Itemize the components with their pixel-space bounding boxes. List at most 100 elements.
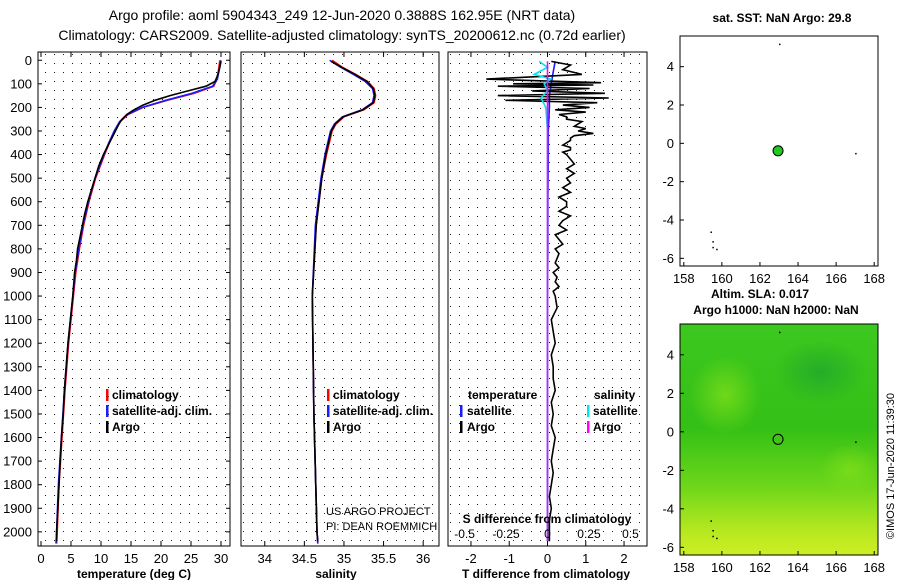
lon-tick-label: 160 (711, 271, 733, 286)
lon-tick-label: 166 (825, 271, 847, 286)
depth-tick-label: 600 (10, 194, 32, 209)
legend-salinity-title: salinity (594, 388, 636, 402)
sla-map-dots (710, 331, 857, 540)
difference-series (486, 60, 609, 542)
sla-float-marker (772, 433, 784, 445)
lon-tick-label: 166 (825, 560, 847, 575)
lat-tick-label: -6 (662, 540, 674, 555)
legend-s-satellite-swatch (587, 405, 590, 417)
depth-tick-label: 0 (25, 53, 32, 68)
lat-tick-label: -2 (662, 463, 674, 478)
lon-tick-label: 168 (863, 271, 885, 286)
lat-tick-label: -4 (662, 501, 674, 516)
credit-pi: PI: DEAN ROEMMICH (326, 521, 437, 533)
coast-dot (779, 43, 781, 46)
depth-axis: 0 100 200 300 400 500 600 700 800 900 1000 1100 1200… (3, 53, 32, 540)
series-t-argo (486, 60, 609, 542)
x-tick-label: -2 (465, 551, 477, 566)
x-tick-label: -1 (503, 551, 515, 566)
lon-tick-label: 158 (673, 271, 695, 286)
coast-dot (712, 241, 714, 243)
x-tick-label: 34 (258, 551, 272, 566)
lat-tick-label: -2 (662, 174, 674, 189)
lon-tick-label: 160 (711, 560, 733, 575)
salinity-xticks: 34 34.5 35 35.5 36 (258, 52, 430, 566)
coast-dot (710, 231, 712, 233)
depth-tick-label: 900 (10, 265, 32, 280)
depth-tick-label: 1000 (3, 289, 32, 304)
legend-climatology-swatch (327, 389, 330, 401)
coast-dot (716, 537, 718, 540)
difference-panel: -2 -1 0 1 2 -0.5 -0.25 0 0.25 0.5 S difference f… (447, 51, 648, 580)
sst-map-panel: sat. SST: NaN Argo: 29.8 158 160 162 164 166… (662, 11, 885, 286)
lat-tick-label: 0 (667, 136, 674, 151)
depth-tick-label: 1600 (3, 430, 32, 445)
legend-t-argo-swatch (460, 421, 463, 433)
sla-high-patch (689, 355, 761, 435)
depth-tick-label: 300 (10, 123, 32, 138)
depth-tick-label: 800 (10, 241, 32, 256)
coast-dot (710, 520, 712, 522)
lon-tick-label: 168 (863, 560, 885, 575)
sla-high-patch (820, 444, 880, 496)
lat-tick-label: 2 (667, 98, 674, 113)
lon-tick-label: 162 (749, 271, 771, 286)
depth-tick-label: 1100 (4, 312, 32, 327)
salinity-legend: climatology satellite-adj. clim. Argo (327, 388, 433, 434)
depth-tick-label: 1800 (3, 477, 32, 492)
sla-map-ticks: 158 160 162 164 166 168 4 2 0 -2 -4 -6 (662, 347, 885, 575)
sst-map-dots (710, 43, 857, 251)
x-tick-label: 34.5 (292, 551, 317, 566)
x-tick-label: 35.5 (371, 551, 396, 566)
coast-dot (855, 152, 857, 155)
legend-satellite-label: satellite-adj. clim. (333, 404, 433, 418)
temperature-xticks: 0 5 10 15 20 25 30 (37, 52, 230, 566)
depth-tick-label: 400 (10, 147, 32, 162)
legend-argo-swatch (106, 421, 109, 433)
depth-tick-label: 500 (10, 171, 32, 186)
x-tick-label: 5 (67, 551, 74, 566)
sst-map-title: sat. SST: NaN Argo: 29.8 (713, 11, 852, 25)
salinity-series (311, 59, 377, 544)
s-diff-tick-label: -0.25 (492, 527, 520, 541)
depth-tick-label: 1700 (3, 454, 32, 469)
legend-s-argo-label: Argo (593, 420, 621, 434)
legend-t-satellite-label: satellite (467, 404, 512, 418)
temperature-xlabel: temperature (deg C) (77, 567, 191, 580)
sla-map-panel: Altim. SLA: 0.017 Argo h1000: NaN h2000:… (662, 287, 885, 575)
difference-legend: temperature salinity satellite Argo sate… (460, 388, 638, 434)
sla-map-frame (679, 323, 879, 556)
sla-low-patch (774, 340, 866, 404)
legend-climatology-swatch (106, 389, 109, 401)
x-tick-label: 35 (337, 551, 351, 566)
coast-dot (716, 248, 718, 251)
series-argo (55, 61, 222, 542)
coast-dot (779, 331, 781, 334)
legend-satellite-swatch (106, 405, 109, 417)
depth-tick-label: 100 (10, 76, 32, 91)
legend-satellite-label: satellite-adj. clim. (112, 404, 212, 418)
depth-tick-label: 200 (10, 100, 32, 115)
legend-temperature-title: temperature (468, 388, 538, 402)
legend-s-satellite-label: satellite (593, 404, 638, 418)
credit-project: US ARGO PROJECT (326, 506, 431, 518)
coast-dot (855, 441, 857, 443)
x-tick-label: 2 (620, 551, 627, 566)
legend-t-argo-label: Argo (467, 420, 495, 434)
lat-tick-label: 4 (667, 59, 674, 74)
legend-t-satellite-swatch (460, 405, 463, 417)
depth-tick-label: 700 (10, 218, 32, 233)
legend-argo-label: Argo (112, 420, 140, 434)
title-line-2: Climatology: CARS2009. Satellite-adjuste… (58, 27, 625, 43)
x-tick-label: 20 (154, 551, 168, 566)
temperature-frame (37, 51, 231, 547)
lat-tick-label: 4 (667, 347, 674, 362)
title-line-1: Argo profile: aoml 5904343_249 12-Jun-20… (109, 7, 575, 23)
legend-climatology-label: climatology (333, 388, 400, 402)
sst-float-marker (772, 145, 784, 157)
x-tick-label: 30 (214, 551, 228, 566)
x-tick-label: 10 (94, 551, 108, 566)
x-tick-label: 0 (37, 551, 44, 566)
t-difference-label: T difference from climatology (462, 567, 630, 580)
